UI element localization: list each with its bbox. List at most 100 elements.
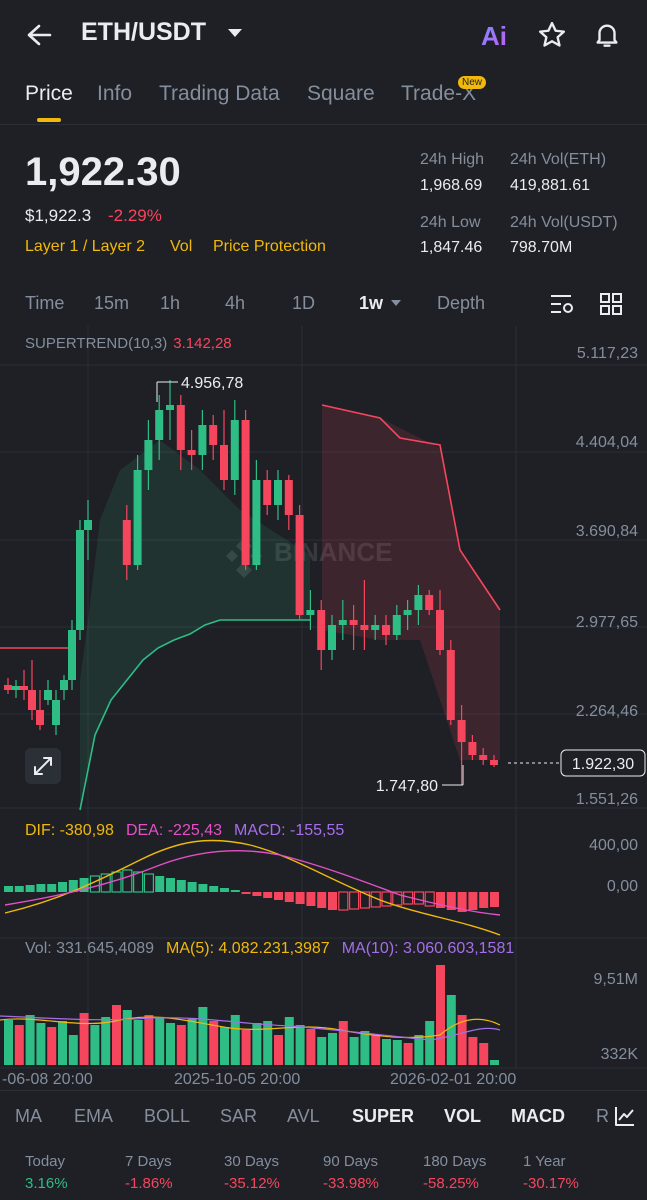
- x-tick: 2025-10-05 20:00: [174, 1071, 300, 1088]
- indicator-super[interactable]: SUPER: [352, 1106, 415, 1126]
- tab-info[interactable]: Info: [97, 82, 133, 105]
- low-label: 24h Low: [420, 214, 481, 231]
- tab-price[interactable]: Price: [25, 82, 73, 105]
- perf-1y-value: -30.17%: [523, 1175, 579, 1192]
- candle-body: [360, 625, 369, 630]
- macd-bar: [436, 892, 445, 908]
- current-price-box: [560, 749, 646, 777]
- usd-price: $1,922.3: [25, 206, 92, 225]
- price-chart[interactable]: BINANCE 1.922,30 4.956,78 1.747,80 5.: [0, 326, 647, 1091]
- layout-grid-icon[interactable]: [597, 290, 625, 318]
- pair-title[interactable]: ETH/USDT: [81, 18, 206, 46]
- volume-bar: [79, 1013, 89, 1065]
- candle-body: [436, 610, 444, 650]
- perf-180d-label: 180 Days: [423, 1153, 487, 1170]
- macd-bar: [230, 890, 240, 892]
- macd-bar: [284, 892, 294, 902]
- candle-body: [60, 680, 68, 690]
- indicator-chart-icon[interactable]: [608, 1100, 642, 1132]
- vol-y-tick: 9,51M: [594, 971, 638, 988]
- back-arrow-icon[interactable]: [22, 20, 56, 50]
- tag-layer[interactable]: Layer 1 / Layer 2: [25, 238, 146, 255]
- chevron-down-icon[interactable]: [228, 29, 242, 37]
- macd-bar: [381, 891, 392, 907]
- watermark-text: BINANCE: [274, 537, 392, 567]
- candle-body: [349, 620, 358, 625]
- macd-bar: [166, 878, 175, 892]
- timeframe-1d[interactable]: 1D: [292, 293, 316, 313]
- current-price-label: 1.922,30: [572, 756, 634, 773]
- tag-price-protection[interactable]: Price Protection: [213, 238, 326, 255]
- indicator-vol[interactable]: VOL: [444, 1106, 482, 1126]
- volume-bar: [371, 1035, 381, 1065]
- volume-bar: [436, 965, 445, 1065]
- volume-bar: [252, 1023, 262, 1065]
- y-tick: 4.404,04: [576, 434, 638, 451]
- volume-bar: [457, 1015, 467, 1065]
- macd-bar: [446, 892, 456, 910]
- timeframe-dropdown-icon[interactable]: [391, 300, 401, 306]
- macd-bar: [241, 892, 251, 894]
- star-icon[interactable]: [535, 18, 569, 52]
- last-price: 1,922.30: [25, 150, 181, 194]
- vol-ma5: MA(5): 4.082.231,3987: [166, 940, 330, 957]
- candle-body: [4, 685, 12, 690]
- vol-value: Vol: 331.645,4089: [25, 940, 154, 957]
- macd-bar: [220, 888, 229, 892]
- volume-bar: [112, 1005, 121, 1065]
- timeframe-time[interactable]: Time: [25, 293, 65, 313]
- perf-1y-label: 1 Year: [523, 1153, 566, 1170]
- volume-bar: [187, 1019, 197, 1065]
- indicator-rsi[interactable]: R: [596, 1106, 609, 1126]
- y-tick: 3.690,84: [576, 523, 638, 540]
- macd-bar: [176, 880, 186, 892]
- volume-bar: [274, 1035, 283, 1065]
- vol-ma5-line: [0, 1016, 501, 1039]
- chart-settings-icon[interactable]: [547, 290, 577, 318]
- volume-bar: [349, 1037, 359, 1065]
- macd-dea: DEA: -225,43: [126, 822, 222, 839]
- indicator-macd[interactable]: MACD: [511, 1106, 565, 1126]
- dea-line: [4, 850, 501, 916]
- tab-trade-x[interactable]: Trade-X: [401, 82, 477, 105]
- indicator-avl[interactable]: AVL: [287, 1106, 320, 1126]
- timeframe-4h[interactable]: 4h: [225, 293, 246, 313]
- candle-body: [274, 480, 282, 505]
- macd-bar: [36, 884, 46, 892]
- volume-bar: [490, 1060, 499, 1065]
- active-tab-indicator: [37, 118, 61, 122]
- macd-bar: [490, 892, 499, 907]
- indicator-ema[interactable]: EMA: [74, 1106, 114, 1126]
- indicator-sar[interactable]: SAR: [220, 1106, 258, 1126]
- timeframe-15m[interactable]: 15m: [94, 293, 130, 313]
- timeframe-1w[interactable]: 1w: [359, 293, 384, 313]
- volume-bar: [4, 1020, 13, 1065]
- tag-vol[interactable]: Vol: [170, 238, 193, 255]
- indicator-ma[interactable]: MA: [15, 1106, 42, 1126]
- fullscreen-icon[interactable]: [25, 748, 61, 784]
- tab-trading-data[interactable]: Trading Data: [159, 82, 280, 105]
- candle-body: [479, 755, 488, 760]
- timeframe-1h[interactable]: 1h: [160, 293, 181, 313]
- macd-bar: [349, 891, 360, 910]
- macd-bar: [424, 891, 435, 907]
- macd-dif: DIF: -380,98: [25, 822, 114, 839]
- macd-bar: [209, 886, 219, 892]
- candle-body: [284, 480, 293, 515]
- timeframe-depth[interactable]: Depth: [437, 293, 486, 313]
- volume-bar: [166, 1023, 175, 1065]
- vol-usdt-label: 24h Vol(USDT): [510, 214, 618, 231]
- candle-body: [317, 610, 326, 650]
- candle-body: [263, 480, 272, 505]
- candlesticks: [4, 380, 498, 785]
- vol-eth-label: 24h Vol(ETH): [510, 151, 607, 168]
- volume-bar: [14, 1025, 24, 1065]
- ai-icon[interactable]: Ai: [478, 20, 514, 50]
- candle-body: [84, 520, 92, 530]
- tab-square[interactable]: Square: [307, 82, 375, 105]
- indicator-boll[interactable]: BOLL: [144, 1106, 191, 1126]
- bell-icon[interactable]: [590, 18, 624, 52]
- supertrend-down-line-2: [321, 404, 501, 611]
- supertrend-label: SUPERTREND(10,3): [25, 335, 167, 352]
